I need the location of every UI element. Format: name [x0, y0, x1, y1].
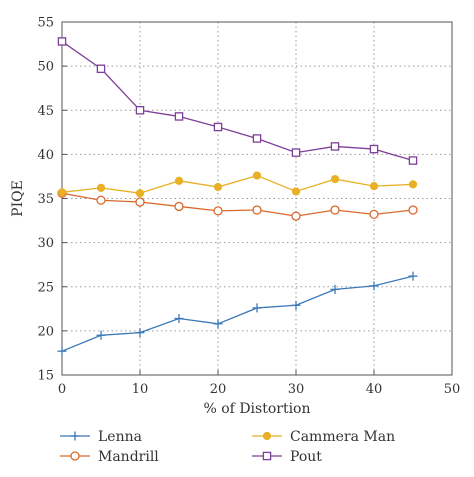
data-point-lenna: [330, 284, 340, 294]
legend-item-pout: Pout: [252, 449, 322, 465]
series-lenna: [57, 271, 418, 356]
data-point-cammera-man: [291, 187, 301, 196]
legend-label: Lenna: [98, 429, 142, 445]
series-line-mandrill: [61, 192, 414, 217]
x-axis-label: % of Distortion: [204, 401, 311, 417]
data-point-cammera-man: [213, 182, 223, 192]
data-point-pout: [408, 156, 418, 165]
series-layer: [57, 37, 418, 356]
series-pout: [57, 37, 418, 165]
y-tick-label: 15: [37, 369, 54, 384]
data-point-cammera-man: [57, 188, 67, 197]
data-point-pout: [291, 148, 301, 157]
y-tick-label: 20: [37, 324, 54, 339]
data-point-lenna: [369, 281, 379, 291]
series-cammera-man: [57, 171, 418, 198]
data-point-pout: [174, 112, 184, 121]
legend-label: Mandrill: [98, 449, 159, 465]
x-axis: 0 10 20 30 40 50: [58, 370, 460, 397]
data-point-lenna: [135, 328, 145, 338]
x-tick-label: 30: [288, 382, 305, 397]
data-point-pout: [213, 122, 223, 132]
data-point-mandrill: [408, 205, 418, 215]
data-point-lenna: [408, 271, 418, 281]
legend-item-lenna: Lenna: [60, 429, 142, 445]
y-tick-label: 45: [37, 104, 54, 119]
data-point-cammera-man: [96, 183, 106, 193]
data-point-mandrill: [330, 205, 340, 215]
data-point-pout: [57, 37, 67, 46]
series-mandrill: [57, 188, 418, 221]
legend-marker: [262, 451, 272, 461]
grid: [62, 22, 452, 375]
legend-marker: [70, 431, 80, 441]
legend-marker: [262, 431, 272, 441]
y-tick-label: 50: [37, 60, 54, 75]
legend-item-cammera-man: Cammera Man: [252, 429, 395, 445]
data-point-mandrill: [369, 209, 379, 220]
series-line-lenna: [61, 275, 414, 352]
data-point-pout: [96, 64, 106, 74]
legend-label: Cammera Man: [290, 429, 395, 445]
data-point-cammera-man: [252, 171, 262, 180]
data-point-cammera-man: [369, 182, 379, 191]
x-tick-label: 50: [444, 382, 461, 397]
y-tick-label: 40: [37, 148, 54, 163]
data-point-lenna: [57, 346, 67, 356]
y-tick-label: 30: [37, 236, 54, 251]
data-point-mandrill: [174, 201, 184, 212]
x-tick-label: 40: [366, 382, 383, 397]
y-axis: 15 20 25 30 35 40 45 50 55: [37, 16, 67, 384]
data-point-lenna: [252, 303, 262, 313]
data-point-pout: [252, 134, 262, 143]
data-point-lenna: [291, 300, 301, 310]
data-point-lenna: [213, 319, 223, 329]
data-point-mandrill: [135, 197, 145, 207]
data-point-lenna: [96, 330, 106, 340]
y-tick-label: 55: [37, 16, 54, 31]
series-line-pout: [61, 40, 414, 162]
x-tick-label: 0: [58, 382, 66, 397]
series-line-cammera-man: [61, 174, 414, 194]
y-tick-label: 25: [37, 280, 54, 295]
y-tick-label: 35: [37, 192, 54, 207]
data-point-mandrill: [96, 195, 106, 205]
data-point-cammera-man: [408, 180, 418, 189]
data-point-pout: [135, 106, 145, 115]
legend: Lenna Mandrill Cammera Man Pout: [60, 429, 395, 465]
legend-label: Pout: [290, 449, 322, 465]
data-point-lenna: [174, 314, 184, 324]
data-point-cammera-man: [135, 189, 145, 198]
legend-item-mandrill: Mandrill: [60, 449, 159, 465]
x-tick-label: 20: [210, 382, 227, 397]
data-point-pout: [369, 144, 379, 154]
y-axis-label: PIQE: [10, 180, 26, 217]
x-tick-label: 10: [132, 382, 149, 397]
data-point-mandrill: [252, 205, 262, 215]
data-point-cammera-man: [330, 174, 340, 184]
data-point-mandrill: [213, 206, 223, 216]
data-point-pout: [330, 142, 340, 151]
data-point-mandrill: [291, 211, 301, 221]
data-point-cammera-man: [174, 176, 184, 185]
legend-marker: [70, 451, 80, 461]
